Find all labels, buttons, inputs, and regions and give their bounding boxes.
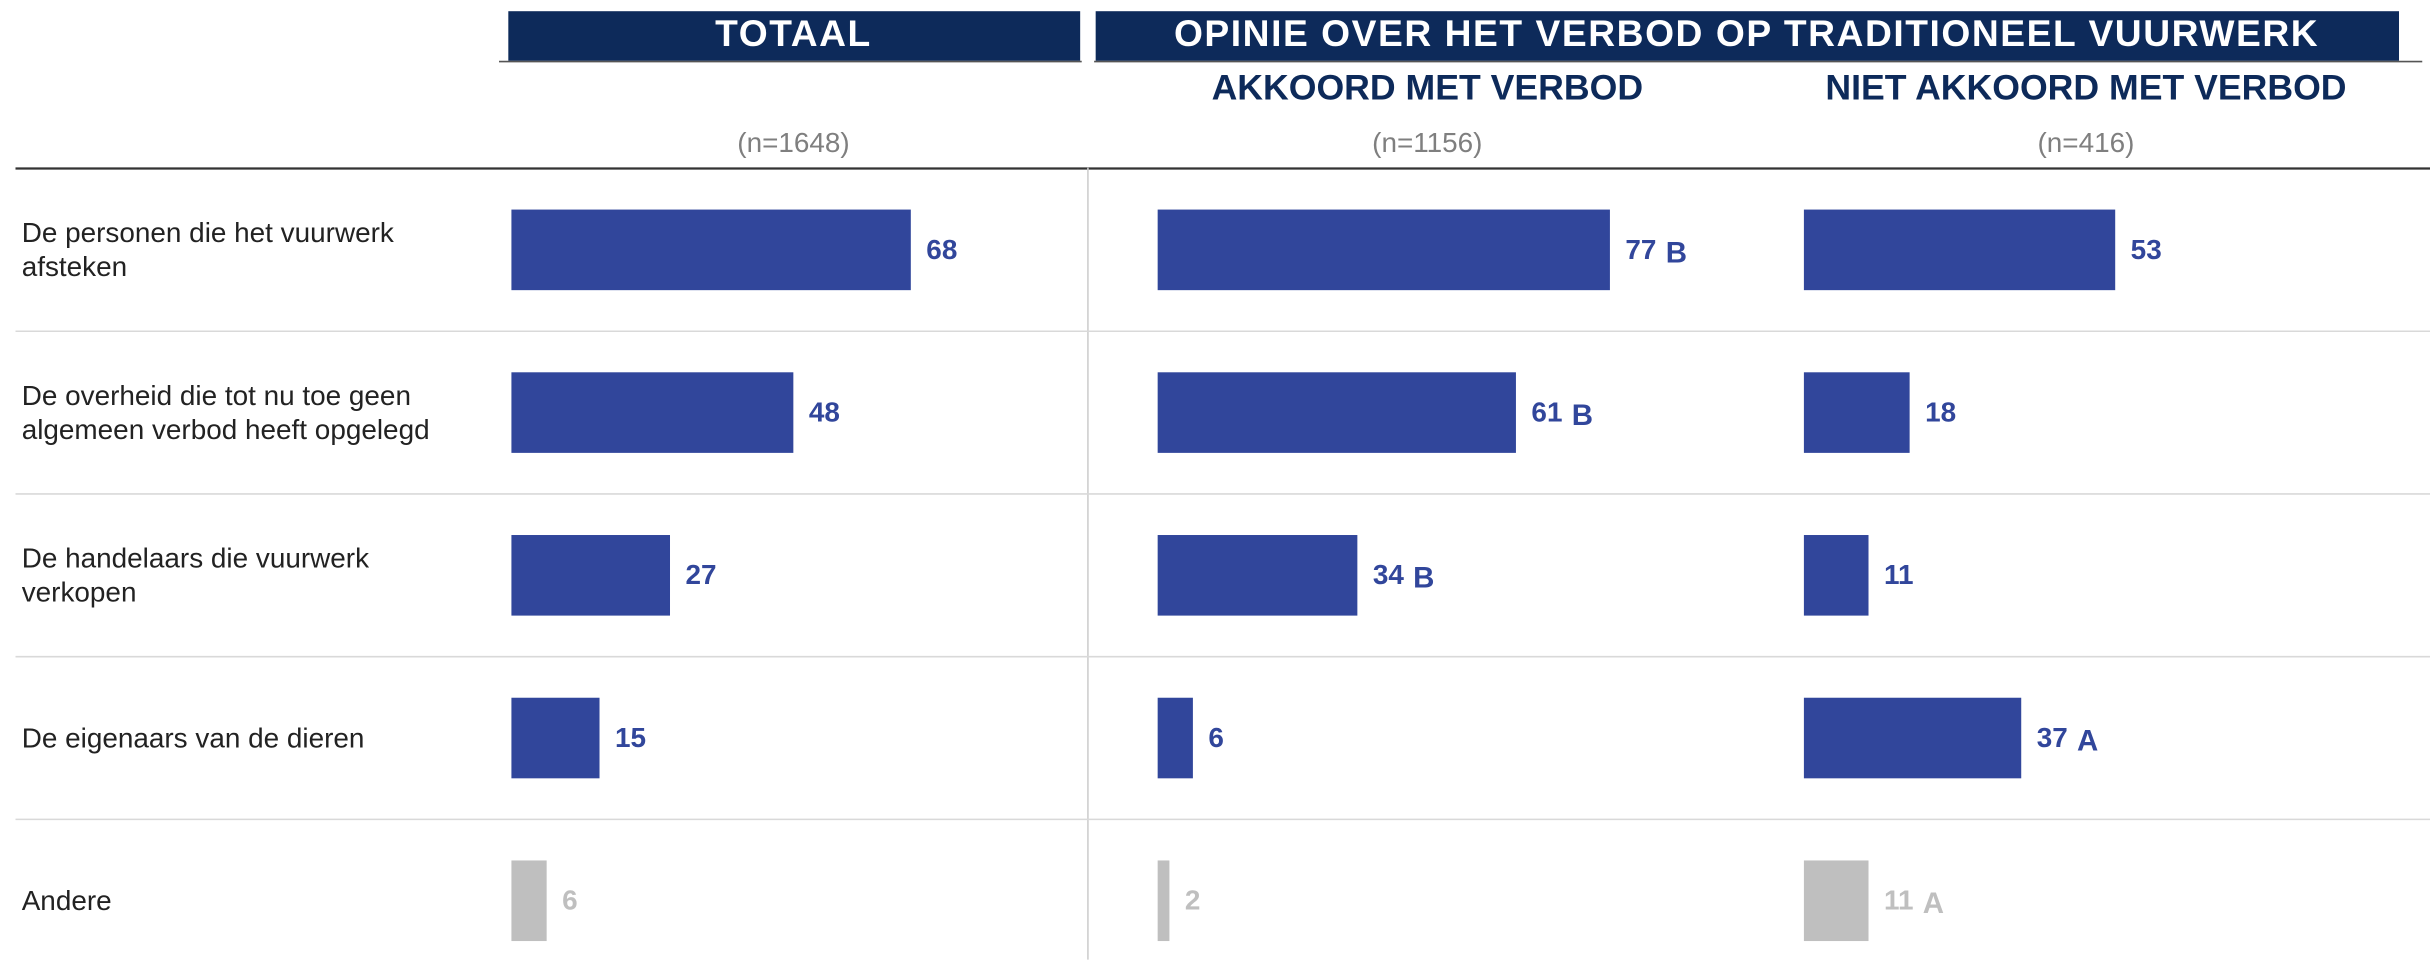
value-label: 6 — [562, 885, 578, 916]
bar — [1803, 209, 2116, 291]
value-label: 68 — [926, 234, 957, 265]
category-cell: De overheid die tot nu toe geen algemeen… — [22, 366, 471, 459]
category-label: De personen die het vuurwerk afsteken — [21, 217, 394, 283]
value-label: 48 — [809, 397, 840, 428]
series-title: TOTAAL — [715, 12, 872, 54]
significance-letter: B — [1413, 562, 1434, 595]
bar — [1803, 535, 1869, 616]
significance-letter: B — [1572, 399, 1593, 432]
category-wrap: Andere — [22, 854, 471, 947]
sample-size: (n=1648) — [737, 127, 849, 158]
value-label: 61 — [1531, 397, 1562, 428]
bar — [511, 697, 600, 779]
value-label: 53 — [2131, 234, 2162, 265]
sample-size: (n=1156) — [1372, 127, 1482, 158]
bar — [511, 535, 671, 616]
bar — [1803, 372, 1910, 453]
category-wrap: De overheid die tot nu toe geen algemeen… — [22, 366, 471, 459]
bar — [1803, 697, 2022, 779]
value-label: 37 — [2037, 722, 2068, 753]
significance-letter: B — [1666, 236, 1687, 269]
category-label: De eigenaars van de dieren — [21, 722, 365, 754]
significance-letter: A — [2077, 724, 2098, 757]
category-cell: De personen die het vuurwerk afsteken — [22, 203, 471, 296]
category-cell: De eigenaars van de dieren — [22, 692, 471, 785]
value-label: 6 — [1208, 722, 1224, 753]
category-label: De overheid die tot nu toe geen algemeen… — [21, 380, 430, 446]
value-label: 77 — [1625, 234, 1656, 265]
category-wrap: De personen die het vuurwerk afsteken — [22, 203, 471, 296]
bar — [511, 372, 794, 453]
category-cell: Andere — [22, 854, 471, 947]
series-title: AKKOORD MET VERBOD — [1212, 68, 1643, 108]
bar — [1157, 697, 1193, 779]
bar — [1803, 860, 1869, 942]
value-label: 15 — [615, 722, 646, 753]
value-label: 34 — [1373, 559, 1405, 590]
value-label: 11 — [1884, 885, 1913, 916]
category-wrap: De handelaars die vuurwerk verkopen — [22, 529, 471, 622]
series-title: NIET AKKOORD MET VERBOD — [1825, 68, 2346, 108]
significance-letter: A — [1923, 887, 1944, 920]
bar — [1157, 372, 1516, 453]
category-label: De handelaars die vuurwerk verkopen — [21, 542, 370, 608]
value-label: 2 — [1185, 885, 1201, 916]
header-box — [508, 11, 1081, 61]
category-label: Andere — [21, 885, 112, 917]
bar — [511, 209, 911, 291]
bar — [511, 860, 547, 942]
category-wrap: De eigenaars van de dieren — [22, 692, 471, 785]
value-label: 27 — [685, 559, 716, 590]
value-label: 18 — [1925, 397, 1956, 428]
category-cell: De handelaars die vuurwerk verkopen — [22, 529, 471, 622]
sample-size: (n=416) — [2038, 127, 2135, 158]
group-title: OPINIE OVER HET VERBOD OP TRADITIONEEL V… — [1174, 12, 2319, 54]
bar — [1157, 535, 1358, 616]
bar — [1157, 209, 1610, 291]
header-box — [1095, 11, 2400, 61]
value-label: 11 — [1884, 559, 1913, 590]
bar — [1157, 860, 1170, 942]
